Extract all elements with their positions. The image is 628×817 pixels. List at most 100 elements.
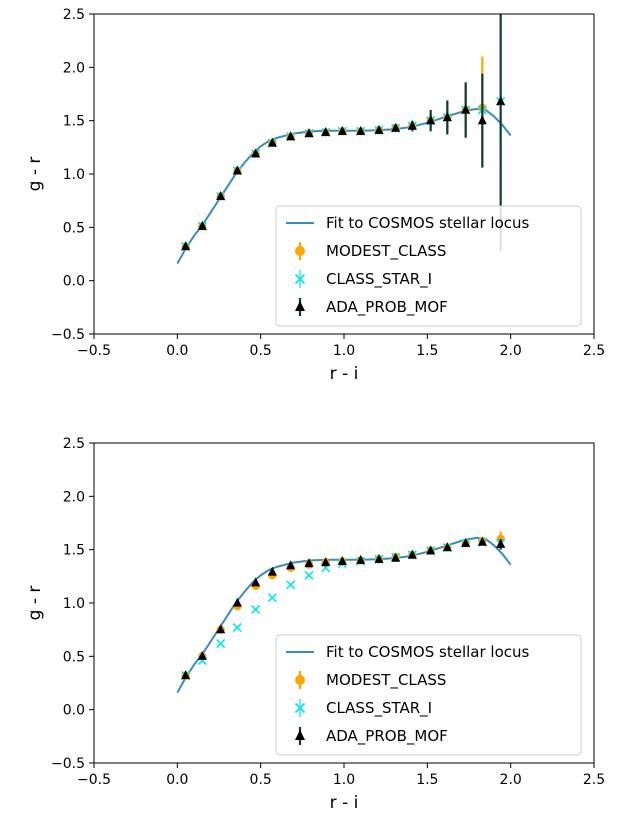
x-tick-label: 1.0	[333, 343, 355, 359]
data-point	[216, 191, 226, 200]
y-tick-label: 1.0	[63, 596, 85, 612]
data-point	[442, 542, 452, 552]
legend-label: ADA_PROB_MOF	[326, 727, 448, 746]
data-point	[251, 148, 261, 158]
data-point	[216, 624, 226, 634]
x-tick-label: 2.0	[500, 343, 522, 359]
series-ada-prob-mof	[181, 14, 506, 251]
legend-swatch-marker	[294, 702, 306, 714]
data-point	[442, 112, 452, 122]
legend-swatch-marker	[295, 301, 305, 311]
legend-label-fit: Fit to COSMOS stellar locus	[326, 214, 530, 232]
y-tick-label: 0.0	[63, 274, 85, 290]
plot-area	[176, 14, 512, 265]
chart-top: −0.5−0.5 0.0 0.0 0.5 0.5 1.0 1.0 1.5 1.5 2.0 2.0 2.…	[25, 7, 605, 384]
y-tick-label: 1.5	[63, 114, 85, 130]
data-point	[374, 124, 384, 134]
data-point	[321, 127, 331, 136]
data-point	[216, 638, 226, 649]
y-tick-label: 2.5	[63, 436, 85, 452]
data-point	[426, 545, 436, 555]
y-tick-label: 1.0	[63, 167, 85, 183]
data-point	[286, 131, 296, 141]
data-point	[286, 580, 296, 590]
data-point	[304, 558, 314, 568]
y-tick-label: 2.0	[63, 60, 85, 76]
data-point	[356, 554, 366, 564]
data-point	[232, 597, 242, 607]
data-point	[304, 128, 314, 138]
data-point	[426, 115, 436, 125]
data-point	[181, 241, 191, 251]
x-axis-label: r - i	[330, 364, 359, 384]
x-tick-label: 1.0	[333, 772, 355, 788]
data-point	[477, 536, 487, 546]
legend-swatch-marker	[295, 246, 305, 256]
y-tick-label: 0.0	[63, 703, 85, 719]
legend: Fit to COSMOS stellar locus MODEST_CLASS C…	[275, 205, 582, 327]
legend-label: CLASS_STAR_I	[326, 270, 432, 289]
legend-box	[275, 634, 582, 756]
data-point	[407, 549, 417, 559]
y-tick-label: −0.5	[51, 756, 85, 772]
x-tick-label: 1.5	[416, 343, 438, 359]
data-point	[232, 165, 242, 175]
x-tick-label: 0.0	[166, 343, 188, 359]
data-point	[477, 115, 487, 125]
data-point	[232, 622, 242, 633]
legend-box	[275, 205, 582, 327]
x-tick-label: 2.5	[583, 772, 605, 788]
data-point	[496, 96, 506, 106]
legend-label: MODEST_CLASS	[326, 242, 446, 261]
y-axis-label: g - r	[25, 157, 45, 192]
y-tick-label: −0.5	[51, 327, 85, 343]
data-point	[267, 566, 277, 576]
data-point	[181, 670, 191, 680]
data-point	[461, 104, 471, 114]
data-point	[251, 604, 261, 614]
legend: Fit to COSMOS stellar locus MODEST_CLASS C…	[275, 634, 582, 756]
y-tick-label: 2.0	[63, 489, 85, 505]
y-tick-label: 1.5	[63, 543, 85, 559]
data-point	[197, 220, 207, 230]
data-point	[374, 553, 384, 563]
legend-label: MODEST_CLASS	[326, 671, 446, 690]
data-point	[251, 577, 261, 587]
data-point	[356, 125, 366, 135]
x-tick-label: 0.0	[166, 772, 188, 788]
series-ada-prob-mof	[181, 536, 506, 680]
x-axis-label: r - i	[330, 793, 359, 813]
x-tick-label: 0.5	[250, 343, 272, 359]
legend-swatch-marker	[294, 273, 306, 285]
y-tick-label: 0.5	[63, 220, 85, 236]
data-point	[461, 537, 471, 547]
data-point	[496, 538, 506, 548]
data-point	[304, 570, 314, 580]
data-point	[321, 557, 331, 567]
data-point	[337, 556, 347, 565]
plot-area	[176, 531, 512, 694]
x-tick-label: −0.5	[77, 772, 111, 788]
data-point	[267, 593, 277, 603]
legend-label: CLASS_STAR_I	[326, 699, 432, 718]
data-point	[391, 122, 401, 132]
data-point	[391, 552, 401, 562]
y-axis-label: g - r	[25, 586, 45, 621]
x-tick-label: 0.5	[250, 772, 272, 788]
y-tick-label: 0.5	[63, 649, 85, 665]
y-tick-label: 2.5	[63, 7, 85, 23]
x-tick-label: 2.0	[500, 772, 522, 788]
legend-label: ADA_PROB_MOF	[326, 298, 448, 317]
legend-swatch-marker	[295, 730, 305, 740]
data-point	[267, 137, 277, 147]
legend-label-fit: Fit to COSMOS stellar locus	[326, 643, 530, 661]
x-tick-label: 1.5	[416, 772, 438, 788]
chart-bottom: −0.5−0.5 0.0 0.0 0.5 0.5 1.0 1.0 1.5 1.5 2.0 2.0 2.…	[25, 436, 605, 813]
x-tick-label: −0.5	[77, 343, 111, 359]
data-point	[337, 125, 347, 135]
data-point	[407, 120, 417, 130]
data-point	[286, 560, 296, 570]
x-tick-label: 2.5	[583, 343, 605, 359]
legend-swatch-marker	[295, 675, 305, 685]
